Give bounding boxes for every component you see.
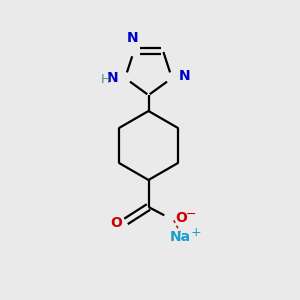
- Text: N: N: [127, 31, 138, 45]
- Text: O: O: [176, 211, 188, 225]
- Text: O: O: [110, 216, 122, 230]
- Text: N: N: [107, 70, 118, 85]
- Text: Na: Na: [169, 230, 190, 244]
- Text: +: +: [190, 226, 201, 239]
- Text: H: H: [101, 73, 110, 86]
- Text: N: N: [178, 69, 190, 83]
- Text: −: −: [185, 208, 196, 221]
